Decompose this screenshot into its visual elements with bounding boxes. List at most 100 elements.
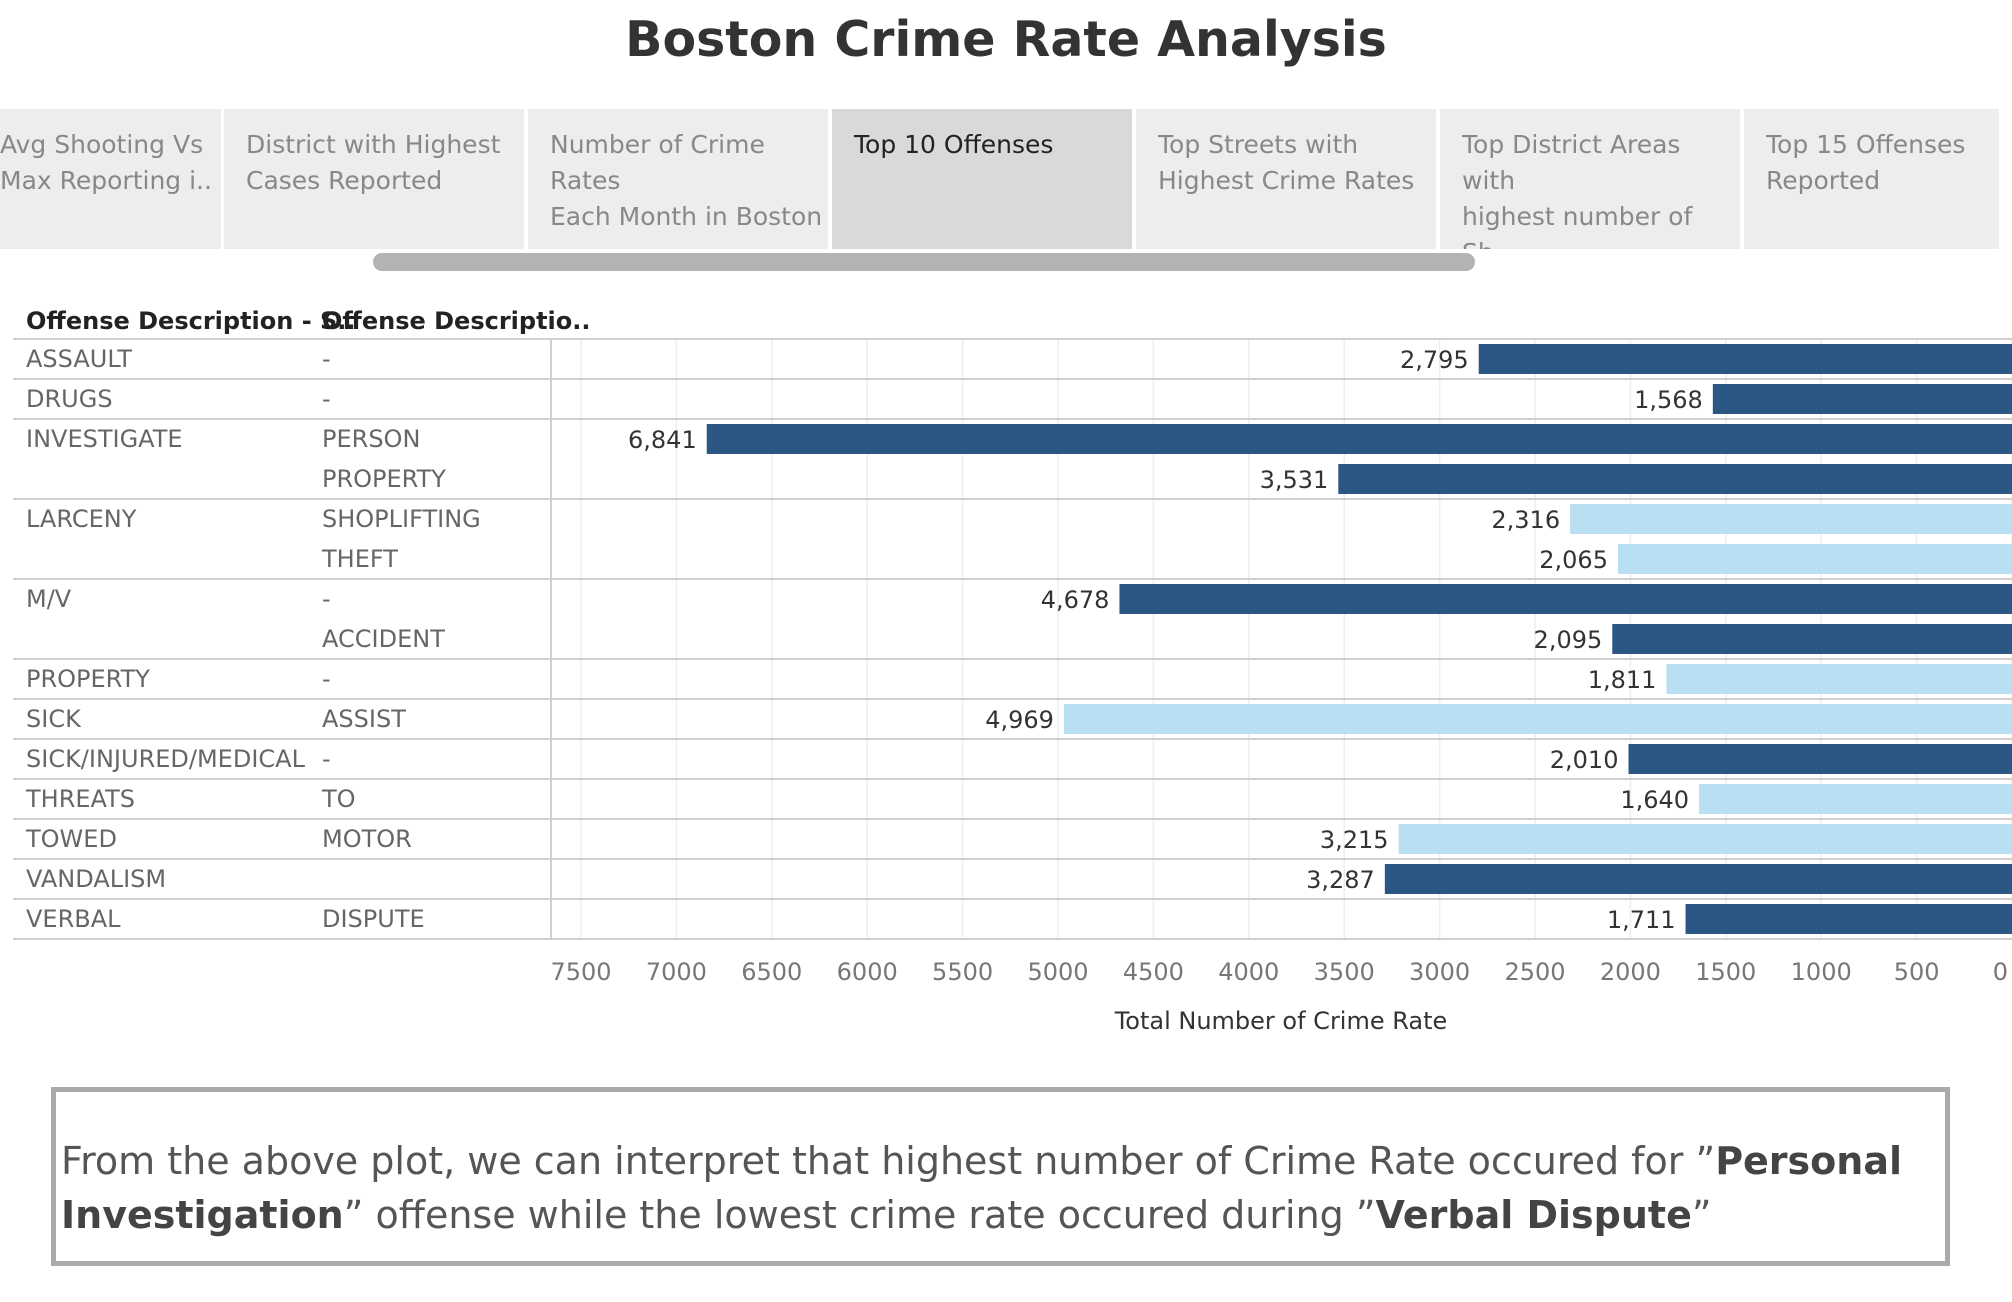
x-tick-label: 1000	[1791, 958, 1852, 986]
x-tick-label: 4000	[1218, 958, 1279, 986]
tab-label: Top 10 Offenses	[854, 130, 1054, 159]
bar	[1685, 904, 2012, 934]
bar	[1699, 784, 2012, 814]
x-tick-label: 7500	[550, 958, 611, 986]
x-tick-label: 4500	[1123, 958, 1184, 986]
story-tab-bar: Avg Shooting Vs Max Reporting i.. Distri…	[0, 109, 2012, 249]
offense-group-label: PROPERTY	[26, 665, 150, 693]
tab-top-streets[interactable]: Top Streets with Highest Crime Rates	[1136, 109, 1436, 249]
offense-sub-label: -	[322, 665, 331, 693]
bar	[1119, 584, 2012, 614]
x-tick-label: 2000	[1600, 958, 1661, 986]
dashboard-title: Boston Crime Rate Analysis	[625, 11, 1387, 68]
bar	[1712, 384, 2012, 414]
bar-value-label: 2,010	[1550, 746, 1619, 774]
bar-value-label: 1,640	[1620, 786, 1689, 814]
bar-value-label: 1,811	[1588, 666, 1657, 694]
x-tick-label: 6000	[837, 958, 898, 986]
offense-group-label: SICK/INJURED/MEDICAL	[26, 745, 305, 773]
offense-sub-label: DISPUTE	[322, 905, 425, 933]
x-tick-label: 6500	[741, 958, 802, 986]
bar	[1063, 704, 2012, 734]
bar-value-label: 3,531	[1260, 466, 1329, 494]
offense-sub-label: MOTOR	[322, 825, 412, 853]
offense-group-label: SICK	[26, 705, 81, 733]
bar	[1398, 824, 2012, 854]
x-tick-label: 1500	[1695, 958, 1756, 986]
tab-label: Number of Crime Rates Each Month in Bost…	[550, 130, 823, 231]
bar	[1666, 664, 2012, 694]
bar	[1628, 744, 2012, 774]
offense-sub-label: -	[322, 345, 331, 373]
note-text: From the above plot, we can interpret th…	[61, 1139, 1716, 1183]
x-tick-label: 5000	[1027, 958, 1088, 986]
bar	[1478, 344, 2012, 374]
x-tick-label: 7000	[646, 958, 707, 986]
note-text: ”	[1691, 1193, 1712, 1237]
bar-value-label: 2,095	[1534, 626, 1603, 654]
note-text: ” offense while the lowest crime rate oc…	[343, 1193, 1376, 1237]
bar-value-label: 2,795	[1400, 346, 1469, 374]
tab-top-15-offenses[interactable]: Top 15 Offenses Reported	[1744, 109, 1999, 249]
offense-sub-label: -	[322, 745, 331, 773]
bar	[1617, 544, 2012, 574]
bar-value-label: 6,841	[628, 426, 697, 454]
offense-sub-label: -	[322, 385, 331, 413]
bar	[1570, 504, 2012, 534]
tab-avg-shooting[interactable]: Avg Shooting Vs Max Reporting i..	[0, 109, 221, 249]
offense-sub-label: TO	[322, 785, 356, 813]
offense-sub-label: SHOPLIFTING	[322, 505, 481, 533]
bar-value-label: 3,287	[1306, 866, 1375, 894]
offense-group-label: INVESTIGATE	[26, 425, 183, 453]
offense-sub-label: ACCIDENT	[322, 625, 445, 653]
note-highlight-personal-investigation: Personal Investigation	[61, 1139, 1902, 1237]
bar	[1384, 864, 2012, 894]
bar	[706, 424, 2012, 454]
offense-group-label: DRUGS	[26, 385, 113, 413]
interpretation-note: From the above plot, we can interpret th…	[51, 1087, 1950, 1266]
bar-value-label: 1,568	[1634, 386, 1703, 414]
col-header-offense-group: Offense Description - S..	[26, 307, 356, 335]
offense-sub-label: THEFT	[322, 545, 398, 573]
bar-value-label: 3,215	[1320, 826, 1389, 854]
tab-district-highest-cases[interactable]: District with Highest Cases Reported	[224, 109, 524, 249]
bar-chart: 2,795 1,568 6,841 3,531 2,316 2,065 4,678 2,095…	[13, 338, 2012, 1035]
tab-top-10-offenses[interactable]: Top 10 Offenses	[832, 109, 1132, 249]
offense-sub-label: ASSIST	[322, 705, 406, 733]
offense-group-label: VERBAL	[26, 905, 121, 933]
tab-crime-rates-per-month[interactable]: Number of Crime Rates Each Month in Bost…	[528, 109, 828, 249]
x-tick-label: 0	[1993, 958, 2008, 986]
bar-value-label: 4,969	[985, 706, 1054, 734]
tab-label: District with Highest Cases Reported	[246, 130, 501, 195]
x-tick-label: 3000	[1409, 958, 1470, 986]
offense-group-label: VANDALISM	[26, 865, 167, 893]
offense-group-label: ASSAULT	[26, 345, 133, 373]
offense-sub-label: PERSON	[322, 425, 421, 453]
bar-value-label: 4,678	[1041, 586, 1110, 614]
tab-label: Top District Areas with highest number o…	[1462, 130, 1693, 249]
tab-label: Top Streets with Highest Crime Rates	[1158, 130, 1415, 195]
offense-group-label: M/V	[26, 585, 72, 613]
tab-scrollbar-thumb[interactable]	[373, 253, 1475, 271]
bar	[1612, 624, 2012, 654]
note-highlight-verbal-dispute: Verbal Dispute	[1375, 1193, 1692, 1237]
offense-group-label: TOWED	[26, 825, 117, 853]
x-axis-title: Total Number of Crime Rate	[1114, 1007, 1448, 1035]
x-tick-label: 500	[1894, 958, 1940, 986]
bar-value-label: 2,316	[1491, 506, 1560, 534]
tab-label: Top 15 Offenses Reported	[1766, 130, 1966, 195]
tab-top-district-areas[interactable]: Top District Areas with highest number o…	[1440, 109, 1740, 249]
bar	[1338, 464, 2012, 494]
bar-value-label: 2,065	[1539, 546, 1608, 574]
tab-label: Avg Shooting Vs Max Reporting i..	[0, 130, 212, 195]
offense-sub-label: PROPERTY	[322, 465, 446, 493]
x-tick-label: 3500	[1314, 958, 1375, 986]
bar-value-label: 1,711	[1607, 906, 1676, 934]
offense-sub-label: -	[322, 585, 331, 613]
x-tick-label: 2500	[1504, 958, 1565, 986]
offense-group-label: LARCENY	[26, 505, 137, 533]
x-tick-label: 5500	[932, 958, 993, 986]
offense-group-label: THREATS	[26, 785, 135, 813]
tab-scrollbar[interactable]	[373, 253, 1475, 271]
col-header-offense-sub: Offense Descriptio..	[322, 307, 591, 335]
